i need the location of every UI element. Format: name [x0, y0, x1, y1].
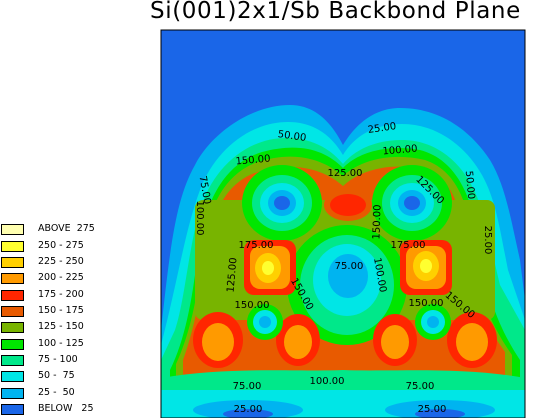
- legend-swatch: [1, 388, 24, 399]
- legend-swatch: [1, 241, 24, 252]
- contour-region-ring-left-core: [274, 196, 290, 210]
- legend-item: 150 - 175: [0, 305, 140, 318]
- contour-label: 100.00: [194, 201, 205, 236]
- legend-item: ABOVE 275: [0, 223, 140, 236]
- contour-region-hole: [427, 316, 439, 328]
- contour-label: 150.00: [235, 153, 271, 167]
- legend-label: 25 - 50: [38, 387, 75, 398]
- contour-label: 75.00: [197, 175, 213, 205]
- contour-region-backbond-175-200: [330, 194, 366, 216]
- legend-swatch: [1, 355, 24, 366]
- contour-label: 125.00: [225, 257, 239, 293]
- contour-region-lobe: [381, 325, 409, 359]
- legend-swatch: [1, 322, 24, 333]
- contour-label: 25.00: [234, 404, 263, 415]
- legend-label: 250 - 275: [38, 240, 84, 251]
- legend-item: 225 - 250: [0, 256, 140, 269]
- legend-label: 125 - 150: [38, 321, 84, 332]
- legend-swatch: [1, 273, 24, 284]
- legend-swatch: [1, 371, 24, 382]
- contour-label: 100.00: [382, 143, 418, 157]
- contour-label: 150.00: [235, 300, 270, 311]
- legend-label: 50 - 75: [38, 370, 75, 381]
- contour-region-peak-left-250-275: [262, 261, 274, 275]
- legend-item: 50 - 75: [0, 370, 140, 383]
- contour-region-ring-right-core: [404, 196, 420, 210]
- contour-label: 75.00: [335, 261, 364, 272]
- legend-label: 200 - 225: [38, 272, 84, 283]
- contour-region-lobe: [284, 325, 312, 359]
- legend-label: 175 - 200: [38, 289, 84, 300]
- legend-label: 100 - 125: [38, 338, 84, 349]
- legend-item: 125 - 150: [0, 321, 140, 334]
- contour-region-bottom-left-below-25: [223, 409, 273, 418]
- density-field: [161, 105, 525, 418]
- legend-item: 200 - 225: [0, 272, 140, 285]
- legend-swatch: [1, 290, 24, 301]
- contour-region-peak-right-250-275: [420, 259, 432, 273]
- legend-label: 225 - 250: [38, 256, 84, 267]
- legend-item: BELOW 25: [0, 403, 140, 416]
- plot-frame: [160, 29, 526, 418]
- contour-label: 75.00: [233, 381, 262, 392]
- contour-label: 25.00: [482, 226, 493, 255]
- contour-label: 150.00: [409, 298, 444, 309]
- legend-swatch: [1, 404, 24, 415]
- contour-label: 175.00: [391, 240, 426, 251]
- contour-label: 75.00: [406, 381, 435, 392]
- legend-label: ABOVE 275: [38, 223, 95, 234]
- legend-swatch: [1, 306, 24, 317]
- contour-region-bottom-75-100: [161, 370, 525, 390]
- contour-region-lobe: [202, 323, 234, 361]
- contour-region-valley-25-50: [328, 254, 368, 298]
- legend-item: 250 - 275: [0, 240, 140, 253]
- legend-item: 25 - 50: [0, 387, 140, 400]
- contour-region-hole: [259, 316, 271, 328]
- contour-label: 50.00: [463, 170, 476, 199]
- legend-swatch: [1, 257, 24, 268]
- contour-label: 25.00: [418, 404, 447, 415]
- legend-swatch: [1, 339, 24, 350]
- contour-label: 25.00: [367, 121, 397, 136]
- contour-region-lobe: [456, 323, 488, 361]
- legend-swatch: [1, 224, 24, 235]
- contour-label: 125.00: [328, 168, 363, 179]
- contour-label: 100.00: [310, 376, 345, 387]
- contour-label: 175.00: [239, 240, 274, 251]
- legend-item: 175 - 200: [0, 289, 140, 302]
- contour-label: 150.00: [371, 204, 383, 239]
- legend-label: 75 - 100: [38, 354, 78, 365]
- contour-label: 50.00: [277, 129, 307, 144]
- chart-title: Si(001)2x1/Sb Backbond Plane: [150, 0, 521, 24]
- legend-item: 100 - 125: [0, 338, 140, 351]
- legend-label: 150 - 175: [38, 305, 84, 316]
- legend-item: 75 - 100: [0, 354, 140, 367]
- legend-label: BELOW 25: [38, 403, 94, 414]
- contour-region-bottom-right-below-25: [415, 409, 465, 418]
